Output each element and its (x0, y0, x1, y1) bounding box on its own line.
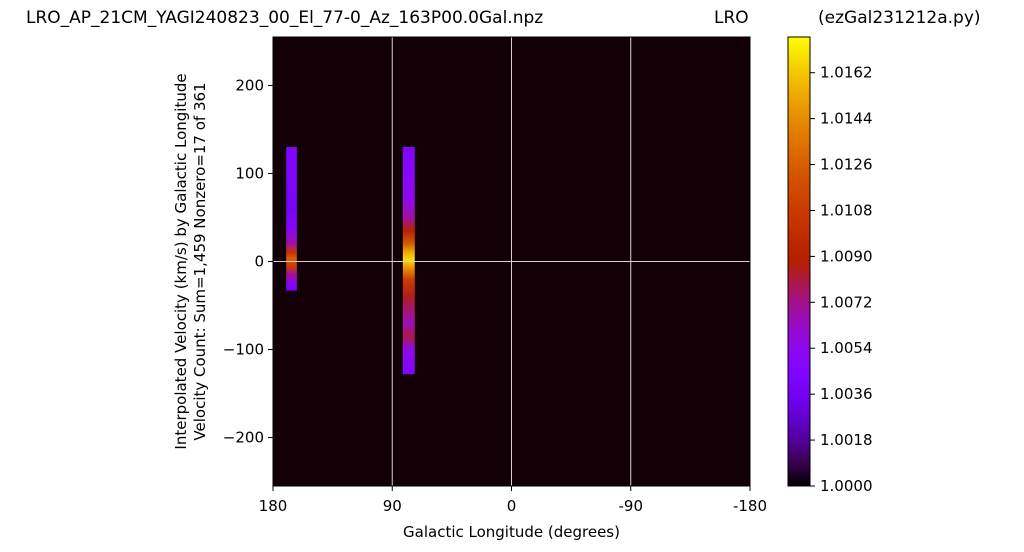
y-tick-label: −100 (223, 341, 264, 359)
colorbar-tick-label: 1.0090 (820, 247, 873, 265)
colorbar-tick-label: 1.0108 (820, 201, 873, 219)
colorbar-tick-label: 1.0162 (820, 64, 873, 82)
x-axis-ticks: 180 90 0 -90 -180 (259, 486, 767, 515)
chart-script-label: (ezGal231212a.py) (818, 8, 981, 28)
y-axis-label-line2: Velocity Count: Sum=1,459 Nonzero=17 of … (191, 82, 209, 440)
chart-station-label: LRO (714, 8, 749, 28)
heatmap-strip-1 (402, 147, 415, 375)
grid-lines (273, 37, 750, 486)
x-tick-label: -90 (619, 497, 644, 515)
y-axis-ticks: 200 100 0 −100 −200 (223, 76, 273, 447)
colorbar-tick-label: 1.0144 (820, 110, 873, 128)
y-tick-label: 100 (235, 164, 264, 182)
colorbar-ticks: 1.0000 1.0018 1.0036 1.0054 1.0072 1.0090 1.01… (810, 64, 873, 495)
y-tick-label: 0 (254, 253, 264, 271)
x-tick-label: 0 (507, 497, 517, 515)
colorbar-tick-label: 1.0036 (820, 385, 873, 403)
y-tick-label: −200 (223, 429, 264, 447)
heatmap-strip-0 (286, 147, 297, 291)
y-axis-label-line1: Interpolated Velocity (km/s) by Galactic… (172, 73, 190, 449)
x-axis-label: Galactic Longitude (degrees) (403, 523, 620, 541)
y-tick-label: 200 (235, 76, 264, 94)
heatmap-strips (286, 147, 415, 375)
colorbar-tick-label: 1.0054 (820, 339, 873, 357)
chart-title: LRO_AP_21CM_YAGI240823_00_El_77-0_Az_163… (26, 8, 544, 28)
colorbar-tick-label: 1.0018 (820, 431, 873, 449)
x-tick-label: 180 (259, 497, 288, 515)
x-tick-label: 90 (383, 497, 402, 515)
colorbar-tick-label: 1.0126 (820, 156, 873, 174)
colorbar-tick-label: 1.0000 (820, 477, 873, 495)
colorbar (787, 36, 811, 487)
x-tick-label: -180 (733, 497, 767, 515)
colorbar-tick-label: 1.0072 (820, 293, 873, 311)
